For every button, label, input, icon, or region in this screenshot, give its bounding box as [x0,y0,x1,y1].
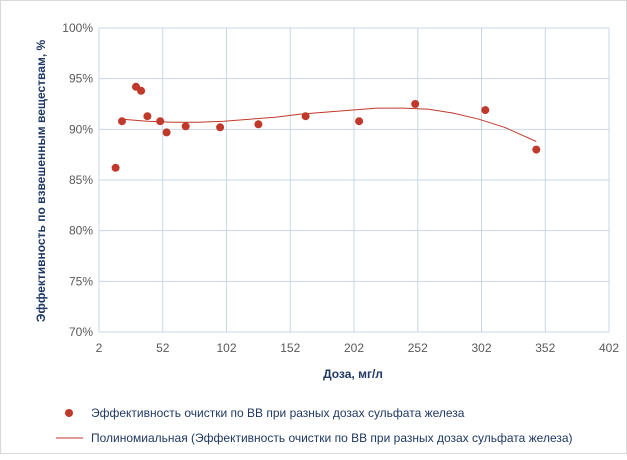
data-point [481,106,490,115]
data-point [216,123,225,132]
y-tick-labels: 70% 75% 80% 85% 90% 95% 100% [62,21,93,339]
data-point [162,128,171,137]
y-tick-label: 80% [69,224,93,238]
x-tick-label: 302 [471,341,491,355]
legend-label-trendline: Полиномиальная (Эффективность очистки по… [91,431,573,445]
data-points [111,82,541,172]
y-tick-label: 70% [69,325,93,339]
data-point [181,122,190,131]
legend-marker-points [65,409,73,417]
x-tick-label: 252 [408,341,428,355]
data-point [411,100,420,108]
data-point [118,117,126,126]
data-point [111,163,120,172]
y-tick-label: 100% [62,21,93,35]
data-point [254,120,263,129]
legend-label-points: Эффективность очистки по ВВ при разных д… [91,406,465,420]
x-tick-label: 102 [216,341,236,355]
legend: Эффективность очистки по ВВ при разных д… [56,406,573,445]
trendline-path [121,107,537,142]
y-tick-label: 90% [69,122,93,136]
x-tick-label: 52 [156,341,170,355]
y-tick-label: 85% [69,173,93,187]
data-point [532,145,541,154]
x-tick-label: 202 [344,341,364,355]
data-point [137,86,146,95]
data-point [143,112,152,121]
x-tick-label: 2 [96,341,103,355]
grid-lines [98,27,610,333]
x-axis-title: Доза, мг/л [323,367,383,381]
trendline-layer [121,107,537,142]
x-tick-label: 402 [599,341,619,355]
y-tick-label: 75% [69,274,93,288]
y-axis-title: Эффективность по взвешенным веществам, % [34,40,48,323]
data-point [355,117,364,126]
x-tick-label: 152 [280,341,300,355]
x-tick-label: 352 [535,341,555,355]
x-tick-labels: 2 52 102 152 202 252 302 352 402 [96,341,620,355]
y-tick-label: 95% [69,72,93,86]
data-point [156,117,165,126]
data-point [301,112,310,121]
